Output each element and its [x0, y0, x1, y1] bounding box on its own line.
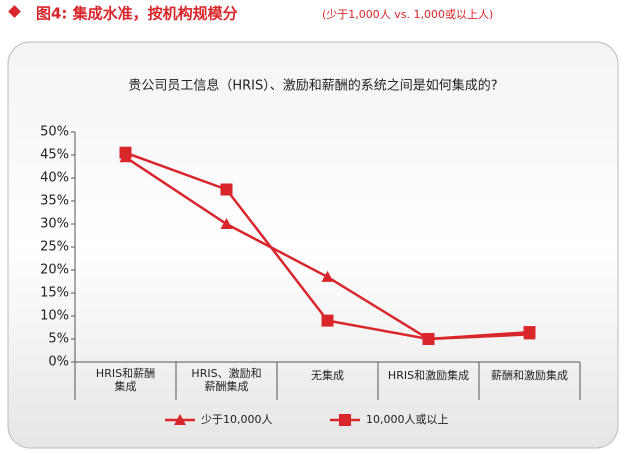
- data-point: [220, 218, 233, 229]
- data-point: [220, 183, 233, 196]
- x-tick-label: HRIS和激励集成: [388, 368, 469, 382]
- y-tick-label: 50%: [40, 125, 69, 140]
- y-tick-label: 25%: [40, 240, 69, 255]
- legend-label: 少于10,000人: [201, 413, 273, 426]
- legend-label: 10,000人或以上: [366, 413, 449, 426]
- x-tick-label: HRIS和薪酬集成: [96, 367, 155, 393]
- y-tick-label: 0%: [48, 355, 69, 370]
- data-point: [119, 146, 132, 159]
- legend-marker: [174, 414, 186, 425]
- y-tick-label: 35%: [40, 194, 69, 209]
- data-point: [523, 326, 536, 339]
- x-tick-label: 薪酬和激励集成: [491, 368, 568, 382]
- header-bullet: [8, 5, 21, 18]
- y-tick-label: 40%: [40, 171, 69, 186]
- panel: [7, 41, 619, 449]
- y-tick-label: 5%: [48, 332, 69, 347]
- y-tick-label: 10%: [40, 309, 69, 324]
- data-point: [321, 314, 334, 327]
- data-point: [321, 270, 334, 282]
- data-point: [422, 333, 435, 345]
- chart-title: 贵公司员工信息（HRIS）、激励和薪酬的系统之间是如何集成的?: [128, 78, 497, 94]
- x-tick-label: 无集成: [311, 368, 344, 382]
- legend-marker: [339, 414, 351, 426]
- y-tick-label: 20%: [40, 263, 69, 278]
- y-tick-label: 45%: [40, 148, 69, 163]
- y-tick-label: 30%: [40, 217, 69, 232]
- y-tick-label: 15%: [40, 286, 69, 301]
- x-tick-label: HRIS、激励和薪酬集成: [191, 366, 261, 393]
- header-subtitle: (少于1,000人 vs. 1,000或以上人): [322, 8, 493, 21]
- header-title: 图4: 集成水准，按机构规模分: [36, 5, 238, 23]
